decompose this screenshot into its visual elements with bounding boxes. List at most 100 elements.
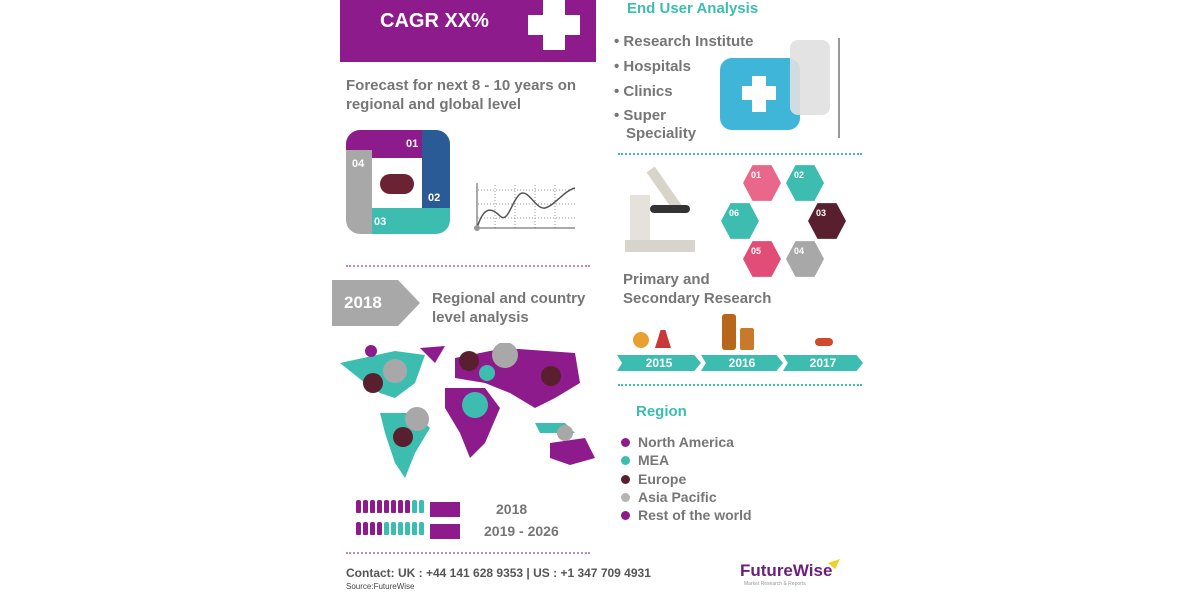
end-user-item: • Clinics (614, 83, 673, 100)
contact-info: Contact: UK : +44 141 628 9353 | US : +1… (346, 566, 651, 580)
timeline-2015: 2015 (617, 355, 701, 371)
logo-arrow-icon (828, 559, 840, 569)
timeline-2017: 2017 (783, 355, 863, 371)
person-icon (356, 522, 361, 535)
end-user-list: • Research Institute • Hospitals • Clini… (614, 29, 753, 143)
region-item: North America (621, 433, 752, 451)
person-icon (370, 522, 375, 535)
region-label: Rest of the world (638, 507, 752, 524)
world-map (340, 343, 595, 478)
cycle-step-02: 02 (422, 130, 450, 218)
end-user-title: End User Analysis (627, 0, 759, 17)
person-icon (377, 522, 382, 535)
person-icon (370, 500, 375, 513)
region-legend: North America MEA Europe Asia Pacific Rest o… (621, 433, 752, 524)
timeline-2016: 2016 (701, 355, 783, 371)
person-icon (412, 500, 417, 513)
person-icon (356, 500, 361, 513)
person-icon (391, 522, 396, 535)
region-dot-icon (621, 511, 630, 521)
futurewise-logo: FutureWise Market Research & Reports (740, 559, 840, 587)
research-text: Primary and Secondary Research (623, 270, 771, 308)
region-item: Europe (621, 470, 752, 488)
divider (618, 384, 862, 386)
person-icon (377, 500, 382, 513)
divider (346, 552, 590, 554)
cycle-step-04: 04 (346, 150, 372, 234)
region-item: MEA (621, 451, 752, 469)
person-icon (363, 500, 368, 513)
logo-tagline: Market Research & Reports (744, 581, 806, 587)
cagr-label: CAGR XX% (380, 10, 489, 32)
people-icons (356, 500, 428, 518)
cycle-diagram: 01 02 03 04 (346, 130, 450, 234)
logo-name: FutureWise (740, 561, 833, 580)
regional-line-2: level analysis (432, 309, 529, 326)
population-comparison: 2018 2019 - 2026 (356, 498, 559, 542)
person-icon (398, 500, 403, 513)
cycle-step-03: 03 (366, 208, 450, 234)
population-row: 2018 (356, 498, 559, 520)
medicine-bottle-icon (720, 314, 756, 350)
person-icon (391, 500, 396, 513)
regional-line-1: Regional and country (432, 290, 586, 307)
box-icon (430, 501, 460, 517)
forecast-line-2: regional and global level (346, 96, 522, 113)
capsule-icon (815, 338, 833, 346)
forecast-line-1: Forecast for next 8 - 10 years on (346, 77, 577, 94)
cagr-banner: CAGR XX% (340, 0, 596, 62)
year-badge: 2018 (332, 280, 420, 326)
eurasia (455, 348, 580, 408)
end-user-item: • Hospitals (614, 58, 691, 75)
person-icon (398, 522, 403, 535)
flasks-icon (633, 318, 673, 350)
region-item: Asia Pacific (621, 488, 752, 506)
person-icon (363, 522, 368, 535)
hex-capsule-icon: 06 (721, 203, 759, 239)
region-label: North America (638, 434, 734, 450)
end-user-item: • Research Institute (614, 33, 754, 50)
divider (346, 265, 590, 267)
region-label: Europe (638, 470, 687, 487)
region-label: MEA (638, 452, 670, 469)
person-icon (405, 522, 410, 535)
divider (618, 153, 862, 155)
hex-pill-icon: 04 (786, 241, 824, 277)
person-icon (384, 500, 389, 513)
region-item: Rest of the world (621, 506, 752, 524)
research-line-2: Secondary Research (623, 290, 772, 307)
person-icon (419, 522, 424, 535)
forecast-text: Forecast for next 8 - 10 years on region… (346, 76, 576, 114)
region-dot-icon (621, 474, 630, 484)
north-america (340, 351, 425, 398)
source-note: Source:FutureWise (346, 582, 415, 591)
first-aid-kit-icon (720, 58, 800, 130)
iv-stand (838, 38, 840, 138)
microscope-icon (625, 160, 700, 255)
pills-icon (380, 174, 414, 194)
hex-drops-icon: 02 (786, 165, 824, 201)
map-pins (363, 343, 573, 447)
greenland (420, 346, 445, 363)
region-dot-icon (621, 492, 630, 502)
hex-cross-icon: 03 (808, 203, 846, 239)
australia (550, 438, 595, 465)
region-title: Region (636, 403, 687, 420)
regional-text: Regional and country level analysis (432, 289, 585, 327)
end-user-item: • Super Speciality (614, 107, 697, 142)
population-row: 2019 - 2026 (356, 520, 559, 542)
hex-stethoscope-icon: 01 (743, 165, 781, 201)
person-icon (405, 500, 410, 513)
region-dot-icon (621, 438, 630, 447)
region-dot-icon (621, 456, 630, 466)
population-row-label: 2018 (496, 501, 528, 517)
research-line-1: Primary and (623, 271, 710, 288)
region-label: Asia Pacific (638, 488, 717, 505)
iv-bag-icon (790, 40, 830, 115)
population-row-label: 2019 - 2026 (484, 523, 559, 539)
person-icon (412, 522, 417, 535)
people-icons (356, 522, 428, 540)
person-icon (384, 522, 389, 535)
growth-chart-icon (474, 183, 576, 231)
box-icon (430, 523, 460, 539)
